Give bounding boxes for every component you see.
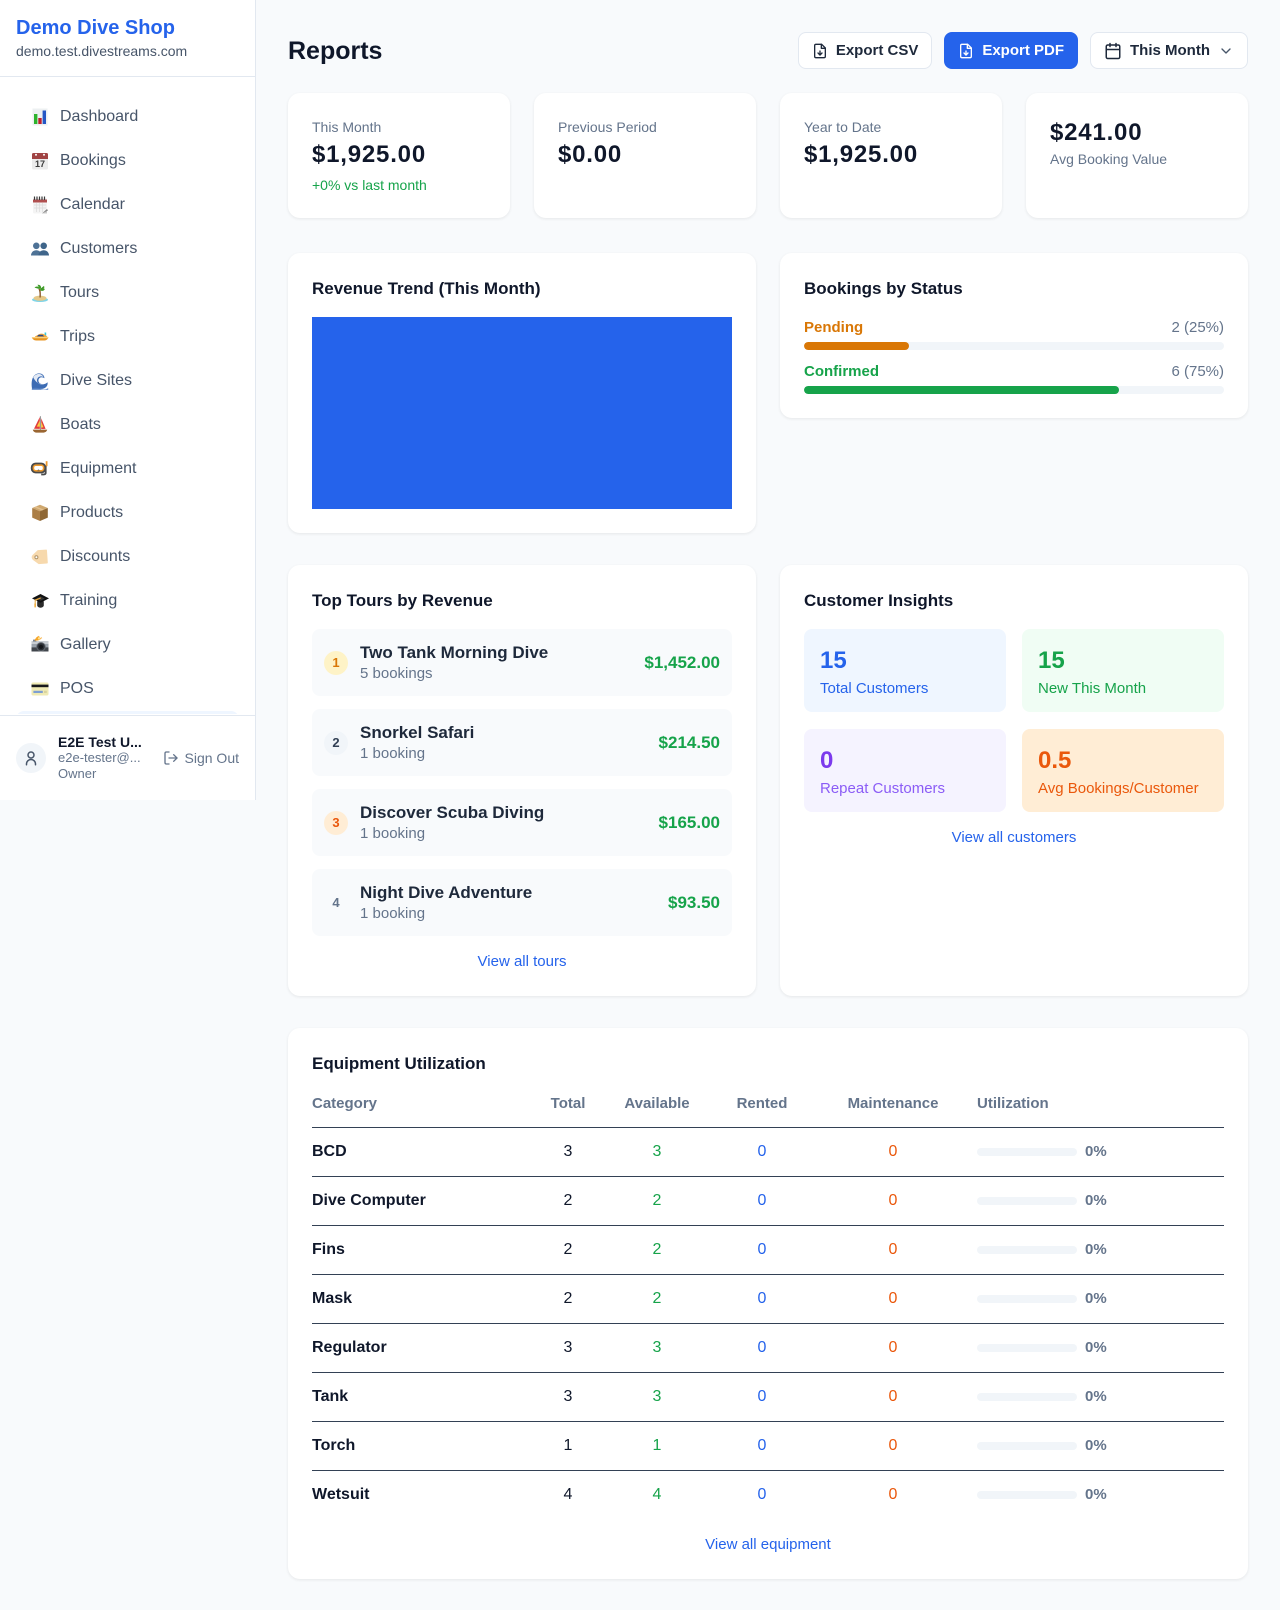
svg-text:17: 17 [35,159,45,169]
